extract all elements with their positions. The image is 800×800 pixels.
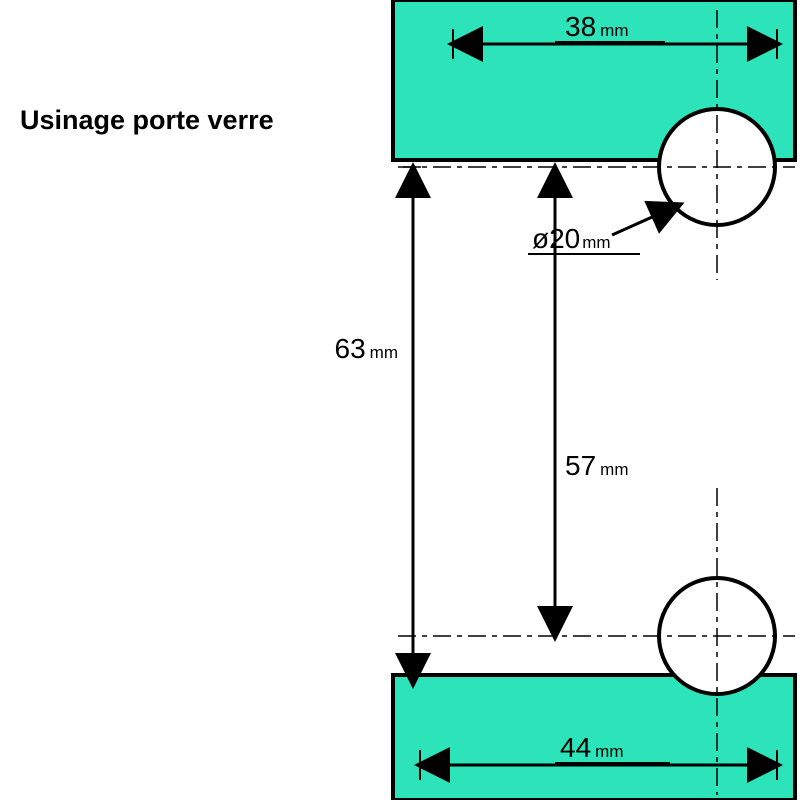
diagram-title: Usinage porte verre: [20, 105, 274, 136]
dim-diameter-label: ø20mm: [532, 223, 611, 254]
dim-63-label: 63mm: [335, 333, 398, 364]
dim-57-label: 57mm: [565, 450, 628, 481]
